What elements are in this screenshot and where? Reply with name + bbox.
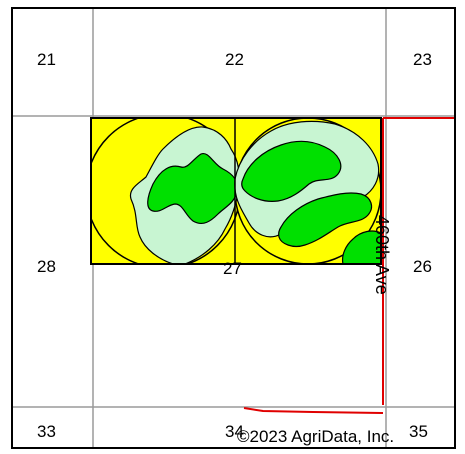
copyright-text: ©2023 AgriData, Inc. [237,427,395,446]
section-label-34: 34 [225,422,244,441]
section-label-21: 21 [37,50,56,69]
soil-zone-green-east-south [278,192,373,248]
map-canvas [13,9,454,447]
soil-zone-green-east-north [241,140,342,202]
section-label-23: 23 [413,50,432,69]
section-label-33: 33 [37,422,56,441]
field-soil-map [90,117,382,265]
section-label-22: 22 [225,50,244,69]
section-label-27: 27 [223,259,242,278]
section-label-26: 26 [413,257,432,276]
soil-zone-green-east-corner [341,230,381,264]
field-outline [90,117,382,265]
roads [243,117,454,414]
map-frame: 21 22 23 28 27 26 33 34 35 460th Ave ©20… [11,7,456,449]
road-label-460th-ave: 460th Ave [372,215,392,295]
soil-zone-green-west [147,152,238,225]
road-south [243,407,384,414]
section-label-28: 28 [37,257,56,276]
section-label-35: 35 [409,422,428,441]
